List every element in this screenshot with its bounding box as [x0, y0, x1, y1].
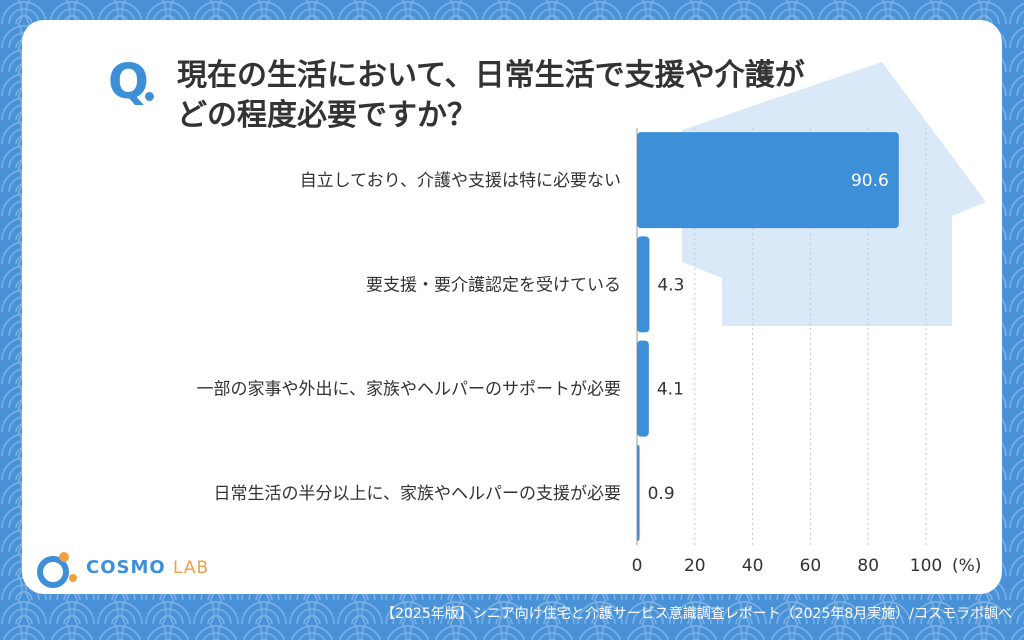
category-label-2: 要支援・要介護認定を受けている — [366, 275, 621, 295]
category-label-4: 日常生活の半分以上に、家族やヘルパーの支援が必要 — [214, 484, 622, 504]
x-axis-unit: (%) — [952, 556, 981, 576]
bar-3 — [637, 340, 649, 437]
x-tick-label-100: 100 — [910, 556, 942, 576]
bar-2 — [637, 236, 650, 333]
x-tick-label-0: 0 — [632, 556, 643, 576]
logo-name: COSMO — [86, 557, 166, 578]
value-label-4: 0.9 — [648, 484, 675, 504]
x-tick-label-20: 20 — [684, 556, 706, 576]
question-mark-q: Q — [108, 54, 149, 110]
bar-1 — [637, 132, 899, 229]
category-label-1: 自立しており、介護や支援は特に必要ない — [300, 171, 621, 191]
question-title: 現在の生活において、日常生活で支援や介護が どの程度必要ですか？ — [177, 56, 957, 136]
value-label-1: 90.6 — [851, 171, 889, 191]
value-label-2: 4.3 — [657, 275, 684, 295]
value-label-3: 4.1 — [657, 380, 684, 400]
chart-card: Q 現在の生活において、日常生活で支援や介護が どの程度必要ですか？ 自立してお… — [22, 20, 1002, 594]
x-tick-label-60: 60 — [800, 556, 822, 576]
logo-wordmark: COSMO LAB — [86, 557, 209, 578]
logo-suffix: LAB — [172, 558, 210, 578]
question-title-line-1: 現在の生活において、日常生活で支援や介護が — [177, 58, 805, 93]
question-mark-dot — [145, 92, 154, 101]
question-title-line-2: どの程度必要ですか？ — [177, 98, 477, 133]
bar-4 — [637, 444, 640, 541]
category-label-3: 一部の家事や外出に、家族やヘルパーのサポートが必要 — [197, 380, 622, 400]
x-tick-label-80: 80 — [857, 556, 879, 576]
x-tick-label-40: 40 — [742, 556, 764, 576]
cosmo-lab-logo-mark — [37, 552, 77, 588]
source-footer: 【2025年版】シニア向け住宅と介護サービス意識調査レポート（2025年8月実施… — [381, 606, 1012, 622]
bar-chart: 自立しており、介護や支援は特に必要ない 90.6 要支援・要介護認定を受けている 4.… — [197, 128, 981, 576]
